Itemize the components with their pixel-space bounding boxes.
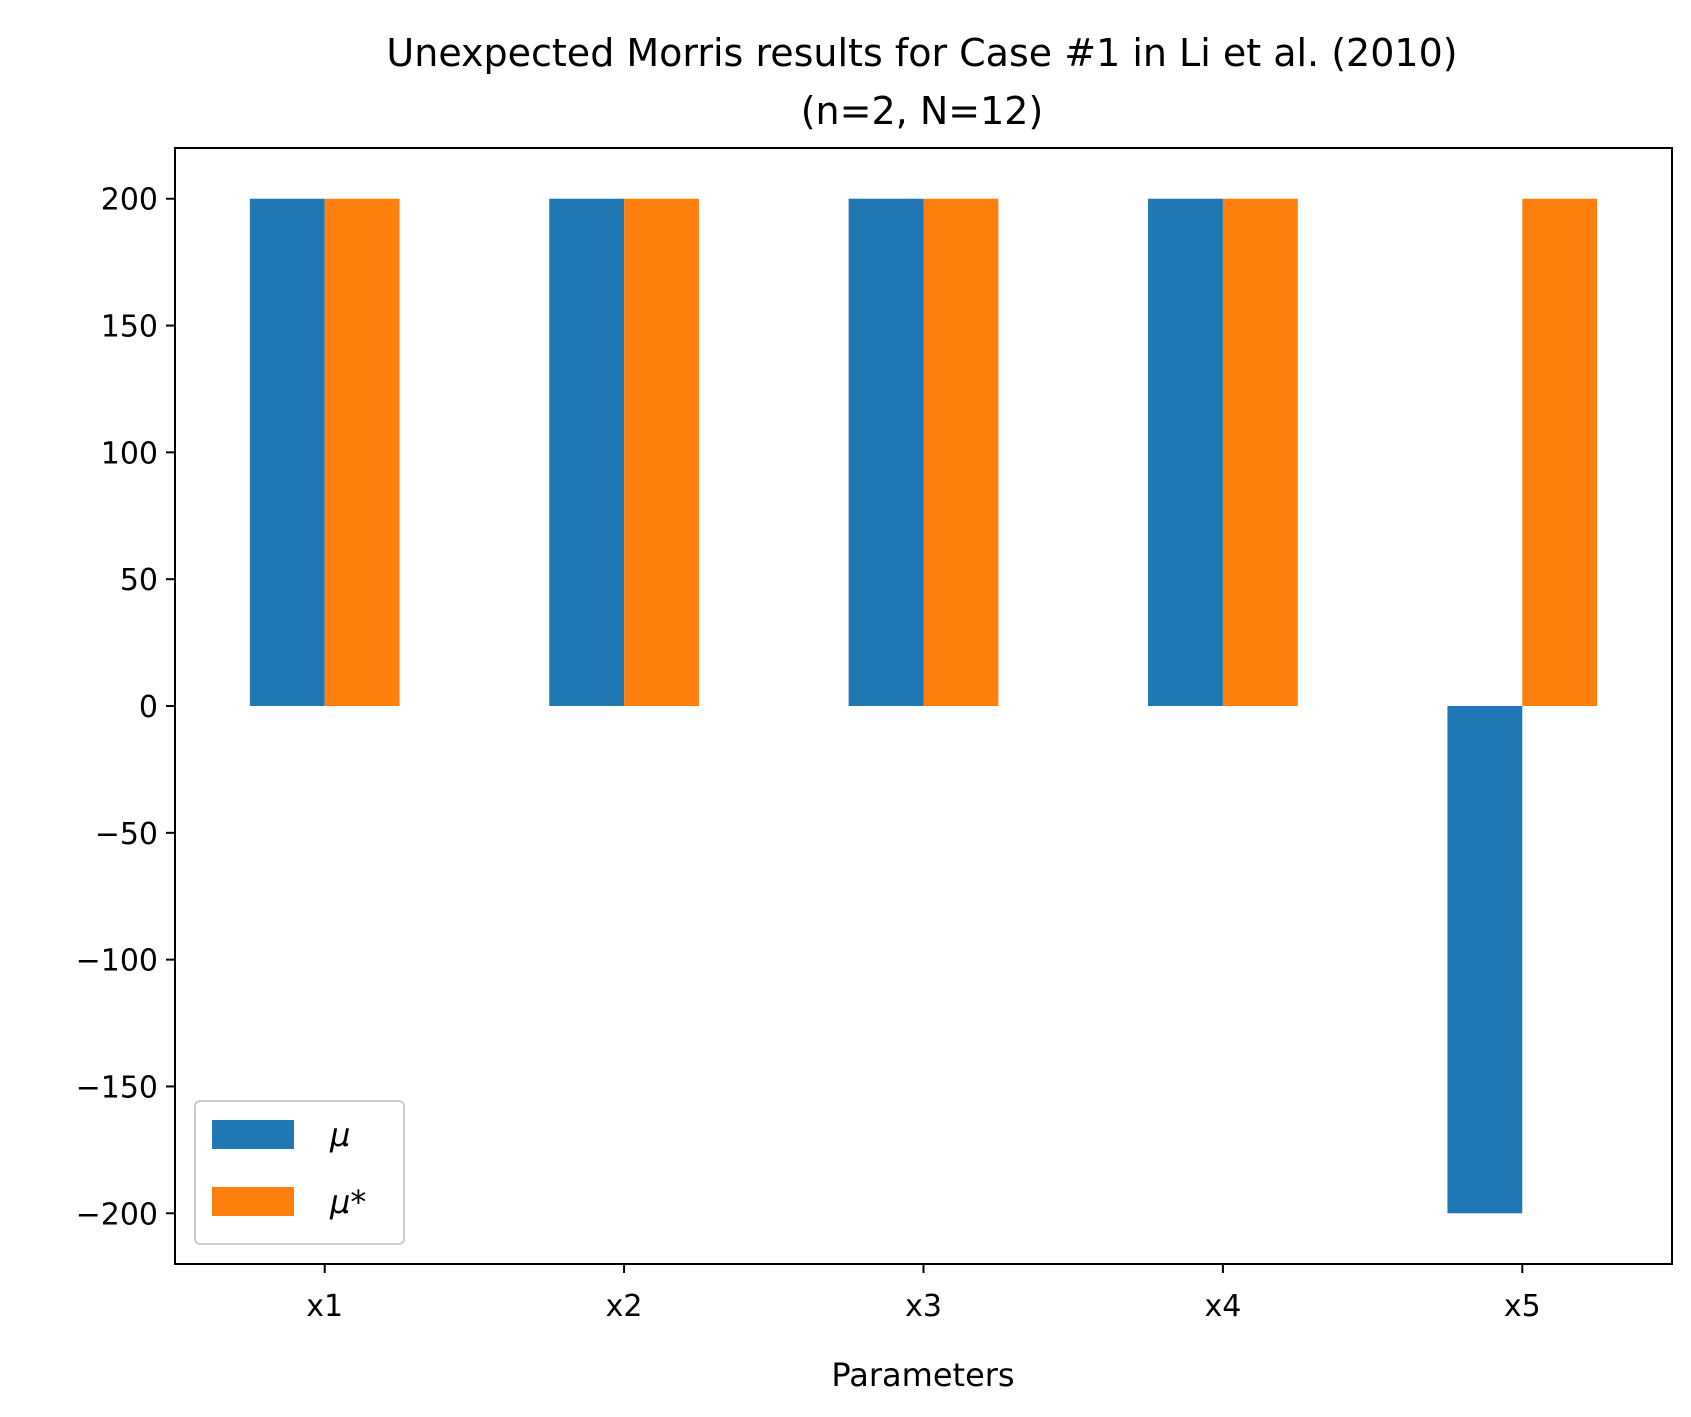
legend: μ μ* [194,1100,405,1245]
x-tick-label: x1 [306,1289,343,1324]
x-tick-label: x2 [606,1289,643,1324]
x-tick-label: x3 [905,1289,942,1324]
y-tick-label: 50 [120,563,158,598]
bar-x5-series-1 [1447,706,1523,1214]
bar-x3-series-1 [848,198,924,706]
chart-title-group: Unexpected Morris results for Case #1 in… [386,31,1457,133]
y-tick-label: 100 [101,436,158,471]
legend-swatch [212,1187,294,1216]
y-axis: −200 −150 −100 −50 0 50 100 150 200 [76,183,175,1232]
y-tick-label: −100 [76,944,158,979]
x-axis: x1 x2 x3 x4 x5 [306,1264,1541,1324]
bar-x5-series-2 [1522,198,1598,706]
bar-x2-series-1 [549,198,625,706]
bar-x4-series-1 [1148,198,1223,706]
legend-label: μ [329,1116,350,1154]
x-tick-label: x4 [1204,1289,1241,1324]
y-tick-label: 200 [101,183,158,218]
x-axis-label: Parameters [831,1356,1014,1394]
legend-label: μ* [329,1183,366,1221]
y-tick-label: −200 [76,1197,158,1232]
bar-x1-series-2 [324,198,400,706]
bar-x4-series-2 [1222,198,1298,706]
x-tick-label: x5 [1504,1289,1541,1324]
y-tick-label: −150 [76,1070,158,1105]
y-tick-label: 150 [101,310,158,345]
bars-layer [249,198,1598,1214]
chart-title: Unexpected Morris results for Case #1 in… [386,31,1457,75]
y-tick-label: 0 [139,690,158,725]
bar-x1-series-1 [249,198,325,706]
bar-x2-series-2 [624,198,699,706]
y-tick-label: −50 [95,817,158,852]
legend-swatch [212,1120,294,1149]
chart-subtitle: (n=2, N=12) [801,89,1044,133]
bar-x3-series-2 [923,198,999,706]
